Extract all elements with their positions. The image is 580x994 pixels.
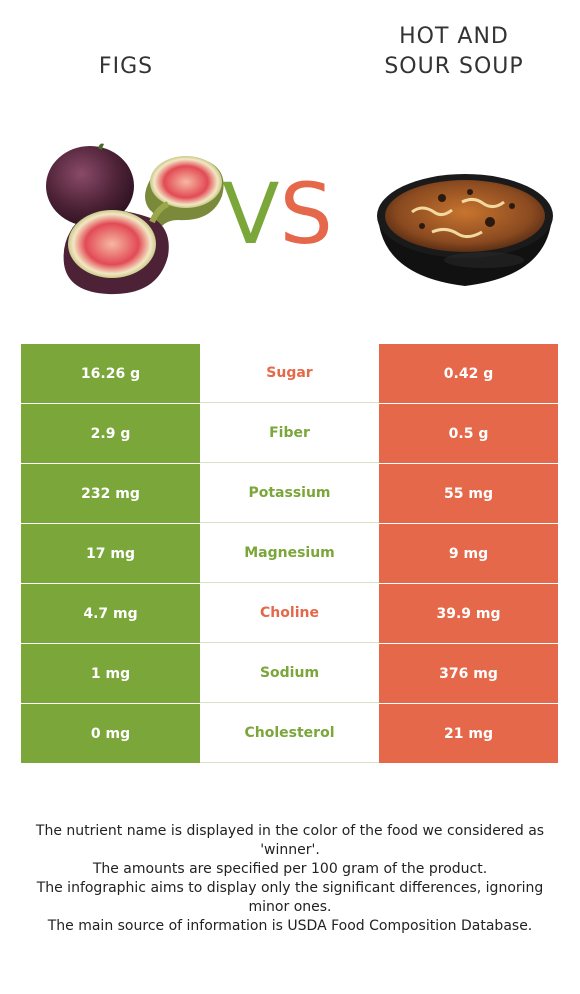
- soup-value: 376 mg: [379, 644, 558, 703]
- soup-value: 0.5 g: [379, 404, 558, 463]
- soup-value: 21 mg: [379, 704, 558, 763]
- soup-value: 39.9 mg: [379, 584, 558, 643]
- comparison-row: 16.26 g Sugar 0.42 g: [21, 344, 558, 404]
- vs-label: VS: [222, 168, 333, 260]
- figs-image: [46, 143, 224, 295]
- soup-image: [377, 174, 553, 286]
- comparison-row: 1 mg Sodium 376 mg: [21, 644, 558, 704]
- figs-value: 1 mg: [21, 644, 200, 703]
- right-food-title: HOT AND SOUR SOUP: [354, 22, 554, 82]
- vs-letter-s: S: [279, 165, 333, 263]
- comparison-row: 232 mg Potassium 55 mg: [21, 464, 558, 524]
- right-food-title-line2: SOUR SOUP: [384, 54, 524, 79]
- nutrient-comparison-table: 16.26 g Sugar 0.42 g 2.9 g Fiber 0.5 g 232 mg P…: [21, 344, 558, 764]
- nutrient-name: Cholesterol: [200, 704, 379, 763]
- right-food-title-line1: HOT AND: [399, 24, 509, 49]
- figs-value: 4.7 mg: [21, 584, 200, 643]
- figs-value: 0 mg: [21, 704, 200, 763]
- footer-note-source: The main source of information is USDA F…: [47, 918, 533, 934]
- comparison-row: 2.9 g Fiber 0.5 g: [21, 404, 558, 464]
- figs-value: 232 mg: [21, 464, 200, 523]
- footer-note-winner: The nutrient name is displayed in the co…: [35, 823, 545, 858]
- figs-value: 16.26 g: [21, 344, 200, 403]
- soup-value: 9 mg: [379, 524, 558, 583]
- nutrient-name: Sugar: [200, 344, 379, 403]
- comparison-row: 17 mg Magnesium 9 mg: [21, 524, 558, 584]
- nutrient-name: Potassium: [200, 464, 379, 523]
- footer-note-amounts: The amounts are specified per 100 gram o…: [92, 861, 488, 877]
- figs-value: 2.9 g: [21, 404, 200, 463]
- nutrient-name: Choline: [200, 584, 379, 643]
- figs-value: 17 mg: [21, 524, 200, 583]
- comparison-row: 0 mg Cholesterol 21 mg: [21, 704, 558, 764]
- footer-note-significance: The infographic aims to display only the…: [36, 880, 544, 915]
- soup-value: 55 mg: [379, 464, 558, 523]
- nutrient-name: Sodium: [200, 644, 379, 703]
- nutrient-name: Fiber: [200, 404, 379, 463]
- footer-notes: The nutrient name is displayed in the co…: [20, 822, 560, 936]
- vs-letter-v: V: [222, 165, 280, 263]
- soup-value: 0.42 g: [379, 344, 558, 403]
- nutrient-name: Magnesium: [200, 524, 379, 583]
- comparison-row: 4.7 mg Choline 39.9 mg: [21, 584, 558, 644]
- left-food-title: FIGS: [98, 54, 154, 79]
